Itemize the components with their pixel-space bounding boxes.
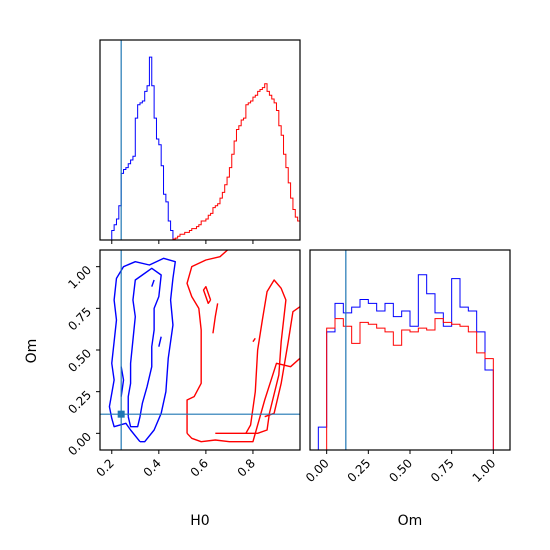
contour-plot-area [108, 250, 300, 443]
contour-series-1-level-2 [127, 267, 162, 428]
contour-truth-marker [117, 410, 125, 418]
om-hist-xlabel: Om [398, 513, 423, 529]
contour-ylabel: Om [24, 339, 40, 364]
contour-series-1-level-4 [151, 279, 155, 287]
contour-series-2-level-2 [186, 357, 300, 443]
contour-series-1-level-3 [120, 366, 125, 397]
h0-hist-frame [99, 39, 301, 241]
om-hist-series-1 [310, 274, 502, 451]
panel-h0-histogram [99, 39, 301, 244]
contour-series-2-level-6 [212, 303, 219, 334]
om-hist-series-2 [326, 318, 494, 450]
contour-xlabel: H0 [190, 513, 209, 529]
contour-series-2-level-7 [252, 337, 256, 343]
contour-series-2-level-5 [202, 285, 212, 305]
contour-series-1-level-5 [158, 336, 162, 347]
contour-series-2-level-3 [215, 279, 287, 435]
h0-hist-series-2 [172, 83, 301, 240]
contour-series-2-level-1 [186, 250, 229, 434]
